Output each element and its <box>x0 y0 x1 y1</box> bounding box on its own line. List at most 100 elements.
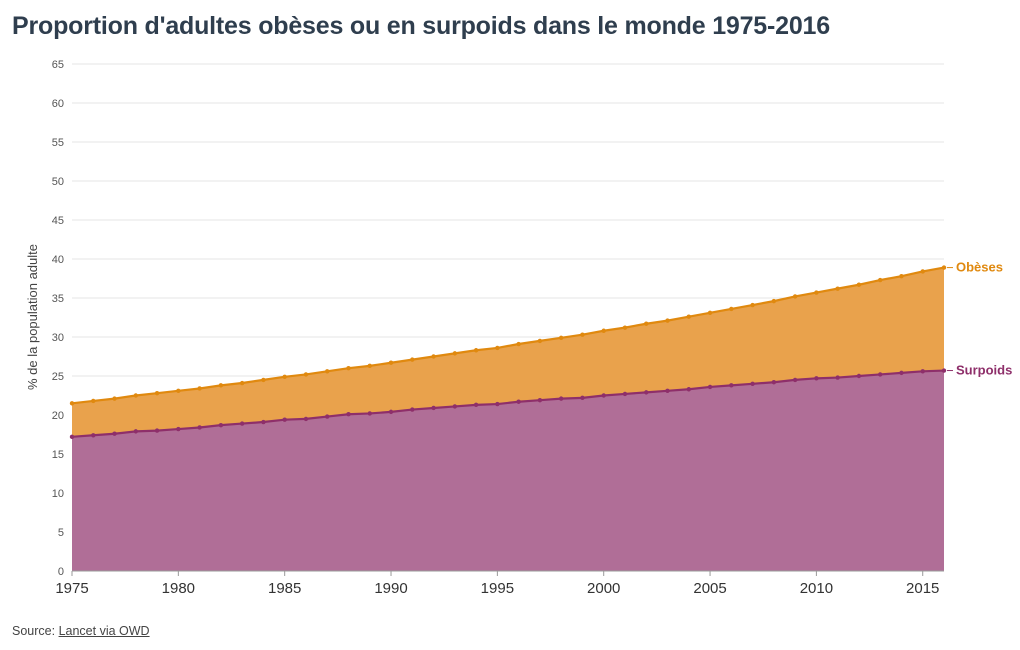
y-tick-label: 60 <box>52 98 64 110</box>
surpoids-point <box>941 368 947 373</box>
obeses-point <box>431 354 436 359</box>
obeses-point <box>835 286 840 291</box>
obeses-point <box>601 328 606 333</box>
surpoids-point <box>644 390 649 395</box>
y-tick-label: 40 <box>52 254 64 266</box>
surpoids-point <box>218 422 224 428</box>
obeses-point <box>303 372 309 377</box>
obeses-area <box>72 267 944 437</box>
surpoids-point <box>558 396 564 401</box>
surpoids-point <box>282 417 287 422</box>
obeses-point <box>112 396 117 401</box>
y-tick-label: 45 <box>52 215 64 227</box>
surpoids-area <box>72 370 944 571</box>
surpoids-point <box>814 376 819 381</box>
obeses-point <box>537 338 543 344</box>
series-points <box>69 265 947 440</box>
source-link[interactable]: Lancet via OWD <box>58 624 150 638</box>
surpoids-point <box>792 377 798 383</box>
surpoids-point <box>69 434 75 440</box>
obeses-point <box>856 282 862 287</box>
x-tick-label: 1985 <box>268 580 301 597</box>
obeses-point <box>920 269 925 274</box>
surpoids-point <box>516 399 521 404</box>
source-note: Source: Lancet via OWD <box>12 624 150 638</box>
obeses-point <box>941 265 947 270</box>
surpoids-point <box>920 369 925 374</box>
surpoids-point <box>346 412 351 417</box>
obeses-point <box>473 348 479 353</box>
obeses-point <box>69 401 75 406</box>
obeses-point <box>877 277 883 283</box>
obeses-point <box>452 351 458 356</box>
surpoids-point <box>410 407 415 412</box>
y-tick-label: 55 <box>52 137 64 149</box>
surpoids-point <box>750 381 755 386</box>
y-axis-label: % de la population adulte <box>25 244 40 390</box>
obeses-point <box>516 341 521 347</box>
surpoids-point <box>91 433 96 438</box>
x-tick-label: 2010 <box>800 580 833 597</box>
surpoids-point <box>176 426 181 432</box>
x-axis: 1975 1980 1985 1990 1995 2000 2005 2010 2015 <box>55 570 944 597</box>
y-tick-label: 15 <box>52 449 64 461</box>
obeses-point <box>154 390 160 396</box>
obeses-point <box>558 335 564 340</box>
surpoids-point <box>261 419 266 425</box>
obeses-point <box>899 273 904 279</box>
surpoids-series-label: Surpoids <box>956 363 1012 378</box>
y-tick-label: 35 <box>52 293 64 305</box>
surpoids-point <box>707 384 713 390</box>
x-tick-label: 1995 <box>481 580 514 597</box>
stacked-areas <box>72 267 944 571</box>
surpoids-point <box>197 425 202 430</box>
obeses-point <box>750 302 755 308</box>
surpoids-point <box>729 383 734 388</box>
y-axis-ticks: 0 5 10 15 20 25 30 35 40 45 50 55 60 65 <box>52 59 64 578</box>
obeses-line <box>71 266 945 405</box>
surpoids-point <box>899 370 904 376</box>
obeses-point <box>410 357 415 362</box>
surpoids-point <box>431 405 436 411</box>
obeses-point <box>282 374 287 379</box>
y-tick-label: 50 <box>52 176 64 188</box>
surpoids-point <box>856 373 862 379</box>
surpoids-point <box>303 416 309 422</box>
surpoids-point <box>388 409 394 415</box>
obeses-point <box>218 383 224 388</box>
obeses-point <box>495 345 500 351</box>
obeses-point <box>644 321 649 326</box>
surpoids-point <box>877 372 883 377</box>
series-lines <box>71 266 945 438</box>
x-tick-label: 1975 <box>55 580 88 597</box>
surpoids-line <box>71 369 945 438</box>
surpoids-point <box>771 380 777 385</box>
surpoids-point <box>835 375 840 380</box>
y-tick-label: 5 <box>58 527 64 539</box>
surpoids-point <box>154 428 160 433</box>
y-tick-label: 30 <box>52 332 64 344</box>
surpoids-point <box>537 397 543 403</box>
obeses-point <box>91 398 96 404</box>
obeses-point <box>686 314 691 319</box>
surpoids-point <box>452 404 458 409</box>
y-tick-label: 10 <box>52 488 64 500</box>
surpoids-point <box>601 393 606 398</box>
y-tick-label: 0 <box>58 566 64 578</box>
obeses-point <box>367 363 372 369</box>
y-tick-label: 25 <box>52 371 64 383</box>
surpoids-point <box>495 401 500 407</box>
surpoids-point <box>473 402 479 408</box>
obeses-point <box>133 393 139 398</box>
y-tick-label: 65 <box>52 59 64 71</box>
obeses-point <box>325 369 330 374</box>
surpoids-point <box>112 431 117 436</box>
surpoids-point <box>239 421 245 426</box>
obeses-point <box>197 386 202 391</box>
x-tick-label: 1980 <box>162 580 195 597</box>
obeses-point <box>580 332 585 337</box>
surpoids-point <box>622 391 628 397</box>
obeses-series-label: Obèses <box>956 260 1003 275</box>
x-tick-label: 2015 <box>906 580 939 597</box>
